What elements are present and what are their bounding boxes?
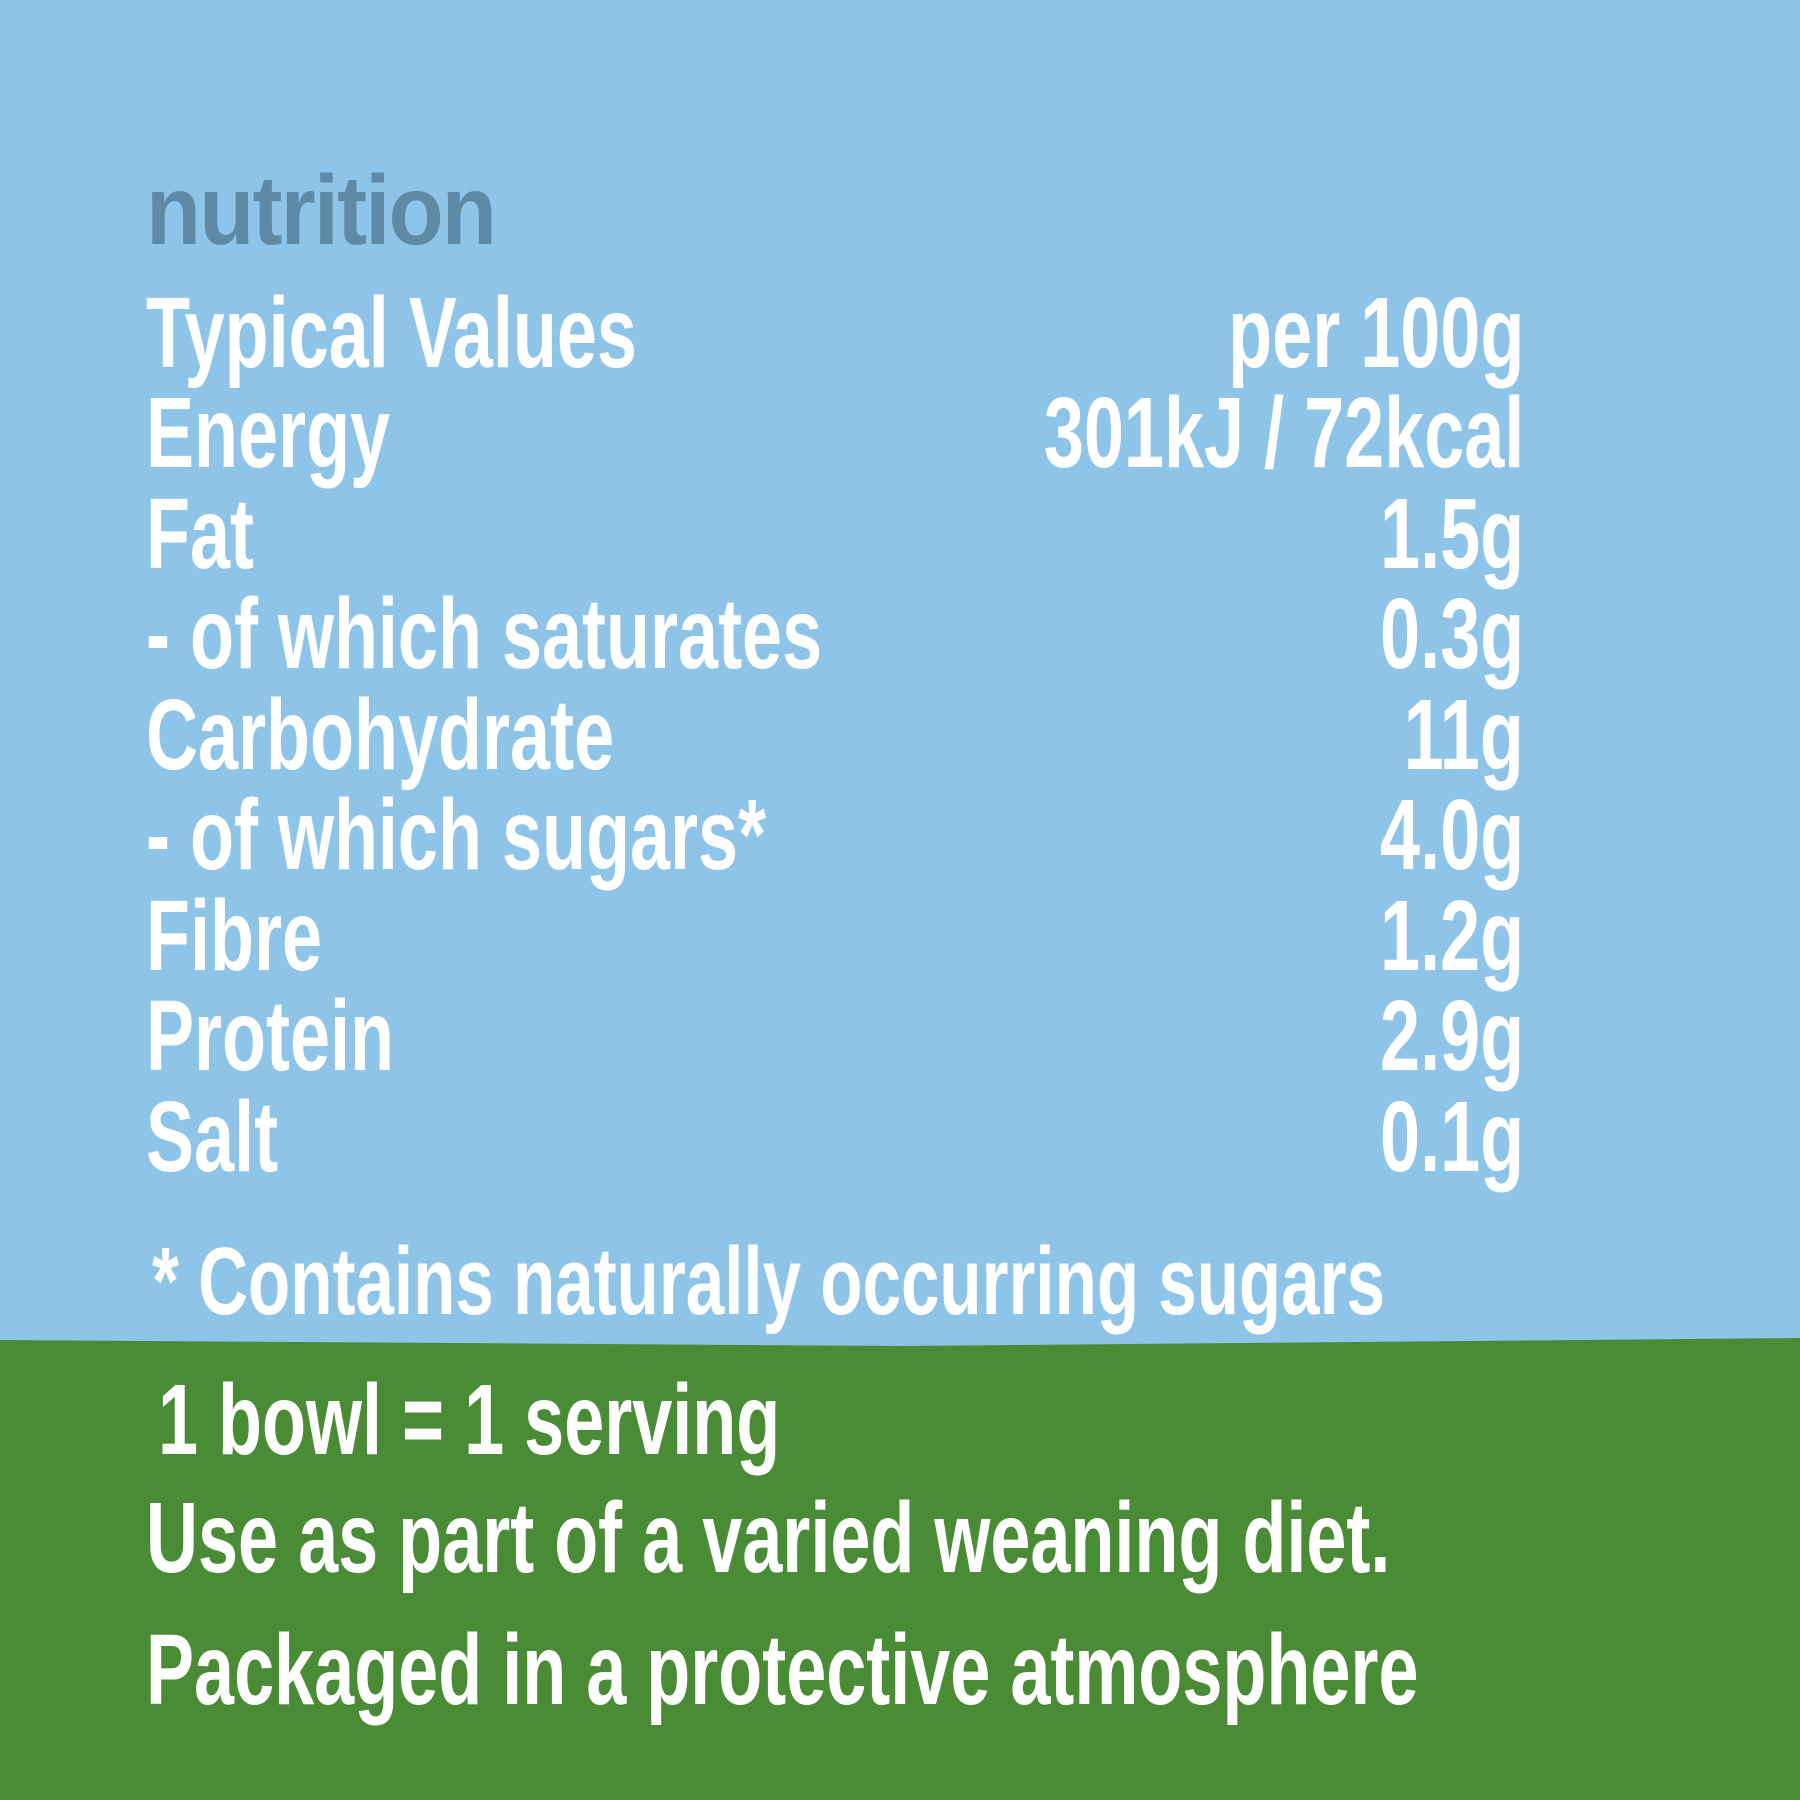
- advice-text: Use as part of a varied weaning diet.: [146, 1482, 1391, 1594]
- table-row: - of which saturates 0.3g: [0, 584, 1800, 684]
- header-label: Typical Values: [146, 277, 637, 389]
- nutrient-value: 1.2g: [1379, 879, 1524, 992]
- nutrient-value: 1.5g: [1379, 477, 1524, 590]
- table-header: Typical Values per 100g: [0, 283, 1800, 383]
- footnote: * Contains naturally occurring sugars: [152, 1228, 1385, 1335]
- serving-text: 1 bowl = 1 serving: [158, 1364, 781, 1476]
- table-row: Salt 0.1g: [0, 1087, 1800, 1187]
- nutrient-value: 0.1g: [1379, 1080, 1524, 1193]
- nutrient-label: Protein: [146, 980, 395, 1092]
- nutrient-label: - of which sugars*: [146, 779, 767, 891]
- nutrient-value: 0.3g: [1379, 578, 1524, 690]
- nutrient-label: Fat: [146, 477, 254, 590]
- nutrient-value: 11g: [1403, 678, 1524, 791]
- table-row: Fibre 1.2g: [0, 886, 1800, 986]
- table-row: Energy 301kJ / 72kcal: [0, 383, 1800, 483]
- table-row: Protein 2.9g: [0, 986, 1800, 1086]
- page-title: nutrition: [146, 155, 497, 265]
- nutrient-label: Fibre: [146, 879, 323, 992]
- header-value: per 100g: [1227, 277, 1524, 389]
- table-row: Fat 1.5g: [0, 484, 1800, 584]
- nutrient-value: 4.0g: [1379, 779, 1524, 891]
- table-row: - of which sugars* 4.0g: [0, 785, 1800, 885]
- nutrient-value: 301kJ / 72kcal: [1043, 377, 1524, 489]
- nutrient-label: Carbohydrate: [146, 678, 615, 791]
- nutrient-label: Energy: [146, 377, 391, 489]
- nutrient-label: - of which saturates: [146, 578, 823, 690]
- table-row: Carbohydrate 11g: [0, 685, 1800, 785]
- nutrient-label: Salt: [146, 1080, 279, 1193]
- packaging-text: Packaged in a protective atmosphere: [146, 1614, 1419, 1726]
- nutrient-value: 2.9g: [1379, 980, 1524, 1092]
